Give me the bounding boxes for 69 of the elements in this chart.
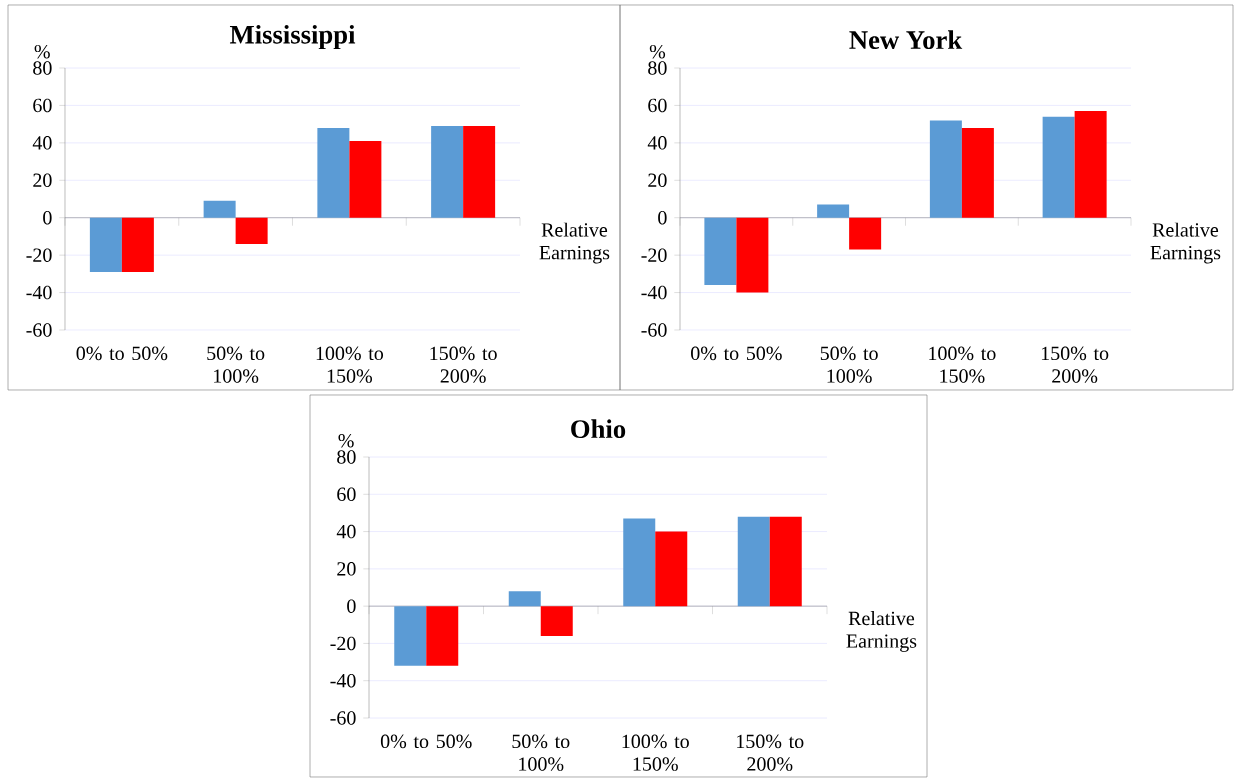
bar xyxy=(349,140,382,218)
bar xyxy=(426,606,459,666)
y-tick-label: -20 xyxy=(641,248,667,262)
chart-title: New York xyxy=(849,30,963,50)
y-tick-label: 80 xyxy=(33,61,52,75)
bar xyxy=(961,127,994,218)
y-tick-label: 0 xyxy=(43,210,52,225)
bar xyxy=(540,606,573,636)
y-tick-label: -60 xyxy=(641,323,667,337)
x-tick-label: 150% to 200% xyxy=(1041,346,1109,383)
y-tick-label: 20 xyxy=(33,173,52,188)
y-tick-label: 60 xyxy=(648,98,667,113)
y-tick-label: -20 xyxy=(26,248,52,262)
y-axis-title: % xyxy=(649,44,666,59)
x-tick-label: 50% to 100% xyxy=(820,346,878,383)
x-axis-title: Relative Earnings xyxy=(539,222,610,264)
bar xyxy=(929,120,962,218)
x-tick-label: 150% to 200% xyxy=(737,734,804,771)
x-axis-title: Relative Earnings xyxy=(1150,222,1221,264)
bar xyxy=(463,126,496,218)
bar xyxy=(769,516,802,607)
y-tick-label: 20 xyxy=(648,173,667,188)
y-axis-title: % xyxy=(338,433,354,448)
y-tick-label: 40 xyxy=(32,136,52,150)
x-tick-label: 100% to 150% xyxy=(622,734,689,771)
bar xyxy=(121,217,154,272)
bar xyxy=(849,217,882,250)
x-tick-label: 0% to 50% xyxy=(76,346,168,361)
bar xyxy=(508,591,541,607)
y-tick-label: -60 xyxy=(330,711,356,725)
y-tick-label: 0 xyxy=(347,599,356,613)
chart-title: Ohio xyxy=(571,419,626,439)
y-tick-label: -40 xyxy=(26,285,52,300)
y-tick-label: 40 xyxy=(647,136,667,150)
chart-title: Mississippi xyxy=(229,24,356,50)
y-axis-title: % xyxy=(34,44,50,59)
y-tick-label: 60 xyxy=(337,487,356,502)
y-tick-label: -60 xyxy=(26,323,52,337)
bar xyxy=(817,204,850,218)
y-tick-label: 80 xyxy=(337,450,356,464)
x-axis-title: Relative Earnings xyxy=(846,611,917,652)
y-tick-label: 40 xyxy=(336,524,356,539)
bar xyxy=(655,531,688,607)
x-tick-label: 100% to 150% xyxy=(929,346,996,383)
bar xyxy=(1074,111,1107,218)
y-tick-label: 80 xyxy=(648,61,667,75)
bar xyxy=(235,217,268,244)
bar xyxy=(203,200,236,218)
y-tick-label: 60 xyxy=(33,98,52,113)
bar xyxy=(704,217,737,286)
x-tick-label: 50% to 100% xyxy=(512,734,570,771)
x-tick-label: 0% to 50% xyxy=(691,346,782,361)
x-tick-label: 150% to 200% xyxy=(430,346,497,383)
bar xyxy=(1042,116,1075,218)
y-tick-label: 20 xyxy=(337,562,356,576)
y-tick-label: -40 xyxy=(641,285,667,300)
bar xyxy=(623,518,656,607)
bar xyxy=(736,217,769,293)
y-tick-label: 0 xyxy=(658,210,667,225)
bar xyxy=(317,127,350,218)
bar xyxy=(89,217,122,272)
y-tick-label: -20 xyxy=(330,636,356,651)
bar xyxy=(737,516,770,607)
x-tick-label: 50% to 100% xyxy=(207,346,265,383)
bar xyxy=(431,126,464,218)
bar xyxy=(394,606,427,666)
x-tick-label: 0% to 50% xyxy=(380,734,472,749)
x-tick-label: 100% to 150% xyxy=(316,346,384,383)
y-tick-label: -40 xyxy=(330,673,356,688)
